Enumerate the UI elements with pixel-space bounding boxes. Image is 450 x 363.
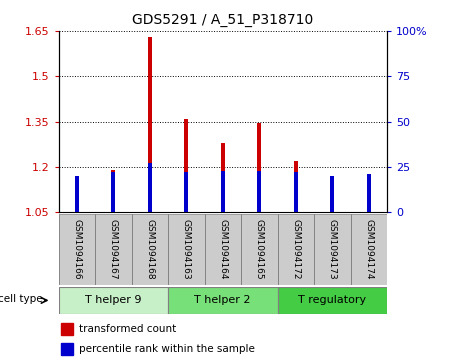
Bar [351,214,387,285]
Bar [184,172,189,212]
Bar [111,170,116,212]
Text: GSM1094165: GSM1094165 [255,219,264,280]
Bar [278,287,387,314]
Text: GSM1094166: GSM1094166 [72,219,81,280]
Bar [148,37,152,212]
Bar [220,171,225,212]
Bar [330,191,334,212]
Bar [204,214,241,285]
Bar [61,343,72,355]
Bar [330,176,334,212]
Title: GDS5291 / A_51_P318710: GDS5291 / A_51_P318710 [132,13,313,27]
Text: T helper 2: T helper 2 [194,295,251,305]
Bar [75,188,79,212]
Bar [58,287,168,314]
Bar [95,214,131,285]
Bar [367,191,371,212]
Bar [241,214,278,285]
Text: transformed count: transformed count [79,324,176,334]
Text: GSM1094163: GSM1094163 [182,219,191,280]
Bar [257,123,261,212]
Bar [278,214,314,285]
Bar [220,143,225,212]
Text: cell type: cell type [0,294,43,304]
Text: GSM1094174: GSM1094174 [364,219,373,280]
Text: percentile rank within the sample: percentile rank within the sample [79,344,255,354]
Bar [257,171,261,212]
Bar [314,214,351,285]
Text: GSM1094172: GSM1094172 [291,219,300,280]
Bar [168,214,204,285]
Bar [168,287,278,314]
Bar [131,214,168,285]
Text: GSM1094168: GSM1094168 [145,219,154,280]
Bar [75,176,79,212]
Text: GSM1094173: GSM1094173 [328,219,337,280]
Bar [111,172,116,212]
Text: GSM1094164: GSM1094164 [218,219,227,280]
Text: T helper 9: T helper 9 [85,295,141,305]
Bar [184,119,189,212]
Text: T regulatory: T regulatory [298,295,366,305]
Bar [367,174,371,212]
Bar [58,214,95,285]
Bar [61,323,72,335]
Bar [293,161,298,212]
Bar [293,172,298,212]
Text: GSM1094167: GSM1094167 [109,219,118,280]
Bar [148,163,152,212]
